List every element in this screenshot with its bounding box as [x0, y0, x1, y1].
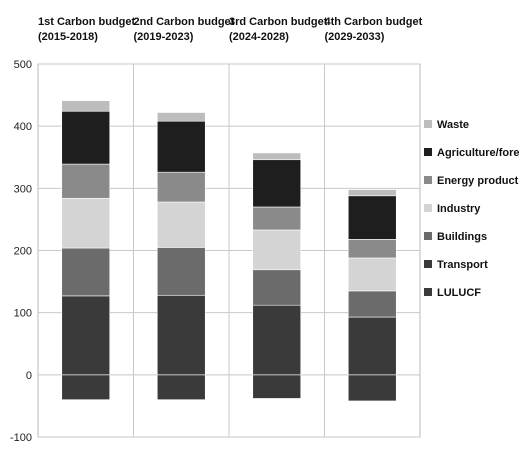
y-tick-label: 300 — [14, 183, 32, 195]
bar-segment-agriculture-forestry — [252, 159, 302, 208]
budget-title-line2: (2019-2023) — [134, 31, 194, 43]
bar-segment-industry — [347, 257, 397, 292]
y-tick-label: 200 — [14, 246, 32, 258]
legend-swatch — [424, 176, 432, 184]
legend-label: Industry — [437, 203, 481, 215]
bar-segment-industry — [61, 197, 111, 249]
bar-segment-industry — [252, 229, 302, 271]
bar-segment-energy-production — [61, 163, 111, 199]
bar-segment-waste — [347, 189, 397, 197]
legend-label: Transport — [437, 259, 488, 271]
axis-layer: 500 400 300 200 100 0 -100 — [10, 59, 32, 444]
legend: Waste Agriculture/forestry Energy producti… — [424, 119, 519, 299]
bar-segment-energy-production — [252, 206, 302, 231]
legend-label: LULUCF — [437, 287, 481, 299]
y-tick-label: 100 — [14, 308, 32, 320]
y-tick-label: 400 — [14, 121, 32, 133]
legend-label: Energy production — [437, 175, 519, 187]
legend-swatch — [424, 204, 432, 212]
bar-segment-waste — [252, 152, 302, 161]
y-tick-label: 0 — [26, 370, 32, 382]
legend-label: Agriculture/forestry — [437, 147, 519, 159]
y-tick-label: 500 — [14, 59, 32, 71]
bar-segment-waste — [156, 112, 206, 122]
bar-segment-transport — [347, 316, 397, 376]
bar-segment-buildings — [156, 247, 206, 296]
bar-segment-buildings — [252, 269, 302, 306]
budget-title-line2: (2015-2018) — [38, 31, 98, 43]
legend-swatch — [424, 120, 432, 128]
budget-title-line1: 3rd Carbon budget — [229, 16, 328, 28]
legend-swatch — [424, 260, 432, 268]
bar-segment-industry — [156, 201, 206, 248]
legend-swatch — [424, 148, 432, 156]
budget-title-line1: 4th Carbon budget — [325, 16, 423, 28]
budget-titles: 1st Carbon budget (2015-2018) 2nd Carbon b… — [38, 16, 423, 43]
bar-segment-agriculture-forestry — [61, 110, 111, 165]
budget-title-line2: (2029-2033) — [325, 31, 385, 43]
y-tick-label: -100 — [10, 432, 32, 444]
bar-segment-buildings — [347, 290, 397, 318]
bar-segment-agriculture-forestry — [347, 195, 397, 240]
bar-segment-buildings — [61, 247, 111, 297]
bar-segment-agriculture-forestry — [156, 120, 206, 173]
budget-title-line1: 1st Carbon budget — [38, 16, 136, 28]
budget-title-line2: (2024-2028) — [229, 31, 289, 43]
budget-title-line1: 2nd Carbon budget — [134, 16, 235, 28]
bar-segment-transport — [156, 294, 206, 376]
bar-segment-energy-production — [347, 239, 397, 259]
bar-segment-transport — [61, 295, 111, 376]
bar-segment-transport — [252, 304, 302, 376]
bars-layer — [61, 100, 397, 402]
legend-label: Waste — [437, 119, 469, 131]
bar-segment-lulucf — [61, 374, 111, 401]
bar-segment-lulucf — [156, 374, 206, 401]
legend-label: Buildings — [437, 231, 487, 243]
legend-swatch — [424, 232, 432, 240]
bar-segment-waste — [61, 100, 111, 112]
bar-segment-energy-production — [156, 171, 206, 203]
bar-segment-lulucf — [347, 374, 397, 402]
legend-swatch — [424, 288, 432, 296]
bar-segment-lulucf — [252, 374, 302, 399]
